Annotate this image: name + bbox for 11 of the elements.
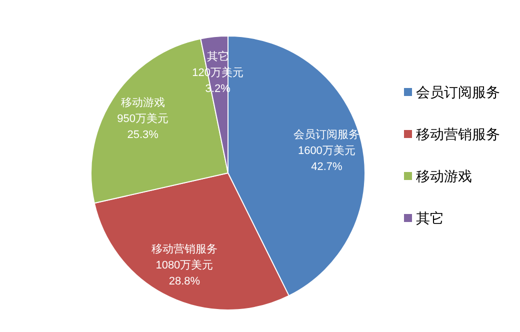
slice-label: 其它	[206, 50, 229, 64]
slice-label: 移动游戏	[120, 96, 165, 109]
legend-label: 其它	[416, 210, 444, 226]
legend-label: 移动营销服务	[416, 126, 500, 142]
legend-label: 移动游戏	[416, 168, 472, 184]
data-label: 950万美元 25.3%	[117, 112, 169, 141]
slice-label: 会员订阅服务	[294, 128, 360, 141]
legend-label: 会员订阅服务	[416, 84, 500, 100]
data-label: 1600万美元 42.7%	[298, 144, 356, 173]
data-label: 1080万美元 28.8%	[156, 258, 214, 288]
slice-label: 移动营销服务	[151, 242, 218, 256]
